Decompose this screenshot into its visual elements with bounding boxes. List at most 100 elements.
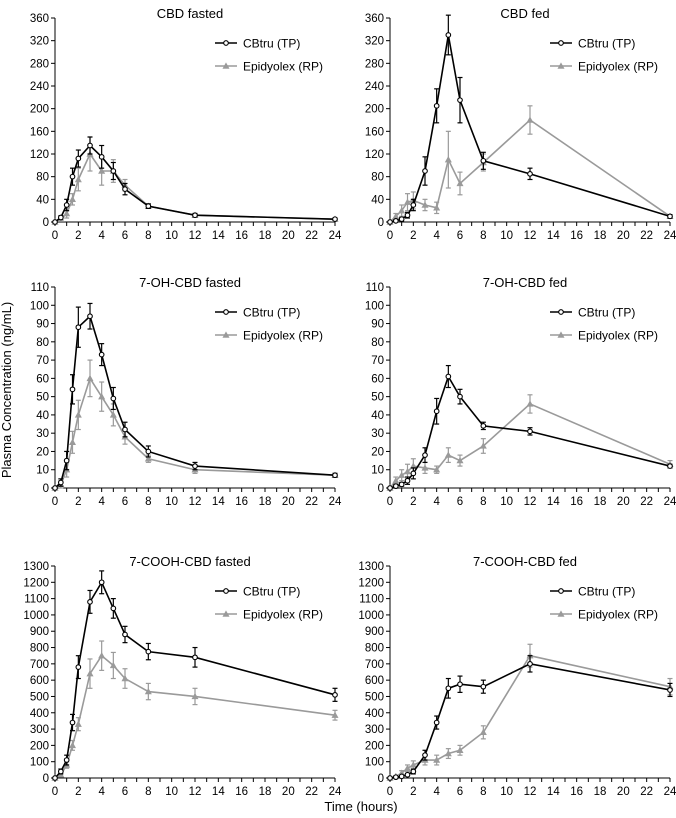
y-tick-label: 20 (371, 446, 384, 458)
data-point (57, 768, 64, 775)
data-point (98, 579, 105, 586)
y-tick-label: 70 (36, 355, 49, 367)
x-tick-label: 20 (617, 496, 630, 508)
y-tick-label: 80 (36, 172, 49, 184)
x-tick-label: 22 (305, 230, 318, 242)
y-tick-label: 1300 (23, 561, 49, 573)
x-tick-label: 4 (98, 496, 105, 508)
x-tick-label: 18 (594, 496, 607, 508)
data-point (410, 768, 417, 775)
x-tick-label: 22 (305, 786, 318, 798)
x-tick-label: 6 (457, 496, 463, 508)
data-point (456, 179, 464, 187)
x-tick-label: 0 (52, 496, 58, 508)
x-tick-label: 16 (570, 230, 583, 242)
data-point (457, 681, 463, 688)
data-point (110, 395, 117, 402)
y-tick-label: 90 (371, 319, 384, 331)
x-tick-label: 10 (500, 496, 513, 508)
y-tick-label: 1200 (23, 577, 49, 589)
data-point (456, 456, 464, 464)
data-point (145, 648, 152, 655)
y-tick-label: 200 (365, 740, 384, 752)
x-tick-label: 4 (98, 786, 105, 798)
x-tick-label: 14 (212, 496, 225, 508)
data-point (98, 652, 106, 659)
data-point (332, 691, 338, 698)
y-tick-label: 50 (371, 392, 384, 404)
y-tick-label: 800 (365, 643, 384, 655)
data-point (404, 477, 411, 484)
x-tick-label: 14 (212, 786, 225, 798)
data-point (75, 664, 82, 670)
x-tick-label: 2 (410, 230, 416, 242)
data-point (403, 764, 412, 771)
data-point (387, 485, 393, 491)
data-point (331, 711, 339, 718)
data-point (444, 156, 452, 163)
data-point (86, 670, 94, 677)
data-point (398, 207, 406, 214)
data-point (86, 374, 94, 382)
legend-marker (558, 309, 564, 315)
x-tick-label: 24 (329, 786, 342, 798)
x-tick-label: 20 (617, 230, 630, 242)
data-point (445, 685, 452, 692)
series-0 (387, 364, 673, 491)
chart-title: CBD fasted (157, 6, 223, 21)
data-point (68, 438, 77, 446)
y-tick-label: 40 (36, 410, 49, 422)
x-tick-label: 0 (52, 230, 58, 242)
series-line (389, 663, 671, 779)
legend-marker (557, 331, 565, 338)
legend-marker (223, 588, 229, 594)
y-tick-label: 100 (30, 300, 49, 312)
data-point (457, 97, 463, 104)
series-1 (51, 359, 339, 491)
x-tick-label: 4 (433, 786, 440, 798)
y-tick-label: 60 (36, 373, 49, 385)
data-point (63, 757, 70, 763)
x-tick-label: 18 (259, 496, 272, 508)
data-point (110, 605, 117, 612)
data-point (98, 153, 105, 160)
series-0 (387, 14, 673, 225)
x-tick-label: 0 (387, 786, 393, 798)
x-tick-label: 24 (664, 786, 676, 798)
data-point (74, 720, 82, 727)
data-point (110, 168, 117, 174)
legend-marker (222, 62, 230, 69)
x-tick-label: 8 (480, 496, 486, 508)
legend-label: Epidyolex (RP) (243, 329, 323, 343)
data-point (526, 400, 534, 407)
legend-label: CBtru (TP) (243, 37, 300, 51)
legend-label: CBtru (TP) (578, 37, 635, 51)
x-tick-label: 20 (282, 496, 295, 508)
data-point (403, 198, 412, 205)
y-tick-label: 500 (365, 691, 384, 703)
x-tick-label: 6 (122, 496, 128, 508)
chart-title: 7-OH-CBD fasted (139, 275, 241, 290)
y-tick-label: 280 (365, 58, 384, 70)
y-tick-label: 40 (371, 194, 384, 206)
legend-marker (222, 610, 230, 617)
legend-marker (223, 309, 229, 315)
data-point (433, 102, 440, 109)
y-tick-label: 30 (371, 428, 384, 440)
y-tick-label: 80 (371, 172, 384, 184)
x-tick-label: 22 (640, 786, 653, 798)
y-tick-label: 160 (365, 126, 384, 138)
data-point (433, 204, 441, 211)
y-tick-label: 1300 (358, 561, 384, 573)
legend-item-1: Epidyolex (RP) (550, 329, 658, 343)
x-tick-label: 2 (75, 786, 81, 798)
data-point (667, 687, 673, 693)
legend-marker (557, 62, 565, 69)
y-tick-label: 100 (365, 757, 384, 769)
data-point (392, 218, 399, 224)
x-tick-label: 14 (547, 496, 560, 508)
legend-marker (558, 40, 564, 46)
data-point (69, 719, 76, 726)
